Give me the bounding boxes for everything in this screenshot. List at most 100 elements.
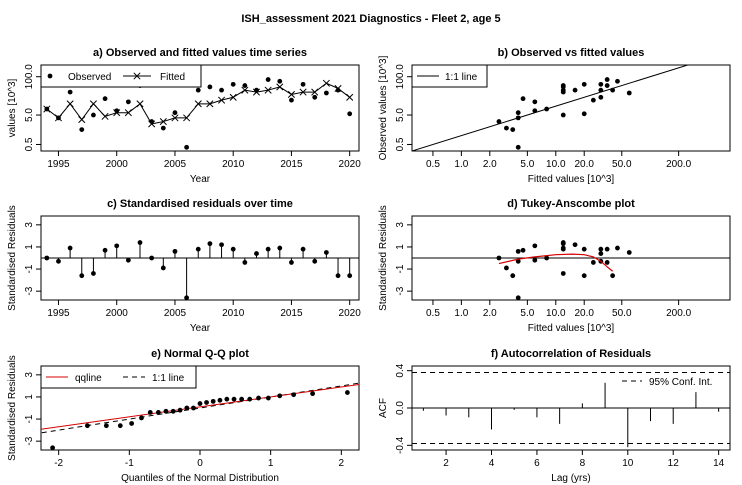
fitted-point — [194, 100, 202, 108]
panel-d-ytick-label: 3 — [395, 222, 406, 228]
observed-point — [242, 83, 248, 88]
observed-point — [56, 115, 61, 121]
fitted-point — [311, 88, 319, 96]
observed-point — [254, 87, 259, 93]
legend-qqline-label: qqline — [75, 373, 102, 384]
ta-point — [560, 271, 566, 276]
residual-point — [172, 248, 178, 254]
fitted-point — [124, 109, 132, 117]
obs-vs-fit-point — [532, 99, 538, 105]
observed-point — [289, 97, 294, 103]
obs-vs-fit-point — [610, 87, 616, 93]
qq-point — [247, 396, 253, 402]
qq-point — [224, 396, 230, 402]
panel-c-xtick-label: 2015 — [280, 308, 303, 319]
panel-c-xtick-label: 2010 — [222, 308, 245, 319]
observed-point — [125, 99, 131, 105]
residual-point — [347, 273, 353, 279]
ta-point — [560, 246, 566, 252]
panel-b-ytick-label: 0.5 — [395, 137, 406, 151]
panel-e-xtick-label: -1 — [125, 458, 134, 469]
legend-box — [40, 365, 197, 389]
qq-point — [197, 401, 203, 406]
panel-e-xtick-label: 2 — [339, 458, 345, 469]
panel-a-xtick-label: 2015 — [280, 159, 303, 170]
residual-point — [67, 245, 73, 251]
ta-point — [510, 273, 516, 279]
panel-d-ytick-label: -3 — [395, 286, 406, 295]
fitted-point — [66, 100, 74, 108]
residual-point — [160, 265, 166, 271]
legend-box — [411, 64, 488, 88]
fitted-point — [346, 93, 354, 101]
panel-c-xtick-label: 2020 — [339, 308, 362, 319]
obs-vs-fit-point — [520, 96, 526, 102]
obs-vs-fit-point — [590, 97, 596, 103]
residual-point — [254, 251, 259, 256]
panel-c-ytick-label: -3 — [24, 286, 35, 295]
observed-point — [347, 111, 353, 117]
qq-point — [231, 396, 237, 402]
panel-a-title: a) Observed and fitted values time serie… — [93, 47, 307, 59]
fitted-point — [299, 88, 307, 96]
observed-point — [265, 77, 271, 82]
panel-d-xlabel: Fitted values [10^3] — [528, 323, 615, 334]
qq-point — [147, 410, 153, 415]
panel-c-xtick-label: 1995 — [47, 308, 70, 319]
residual-point — [242, 260, 248, 265]
panel-a-ytick-label: 5.0 — [24, 108, 35, 122]
panel-f-xlabel: Lag (yrs) — [551, 473, 590, 484]
panel-c-xtick-label: 2000 — [106, 308, 129, 319]
panel-b-xtick-label: 2.0 — [483, 159, 497, 170]
panel-f-xtick-label: 8 — [580, 458, 586, 469]
fitted-point — [89, 100, 97, 108]
obs-vs-fit-point — [560, 112, 566, 118]
panel-f-xtick-label: 10 — [622, 458, 634, 469]
panel-d-xtick-label: 1.0 — [454, 308, 468, 319]
ta-point — [581, 273, 587, 279]
qq-point — [310, 391, 316, 397]
panel-f-xtick-label: 2 — [443, 458, 449, 469]
panel-b-xtick-label: 1.0 — [454, 159, 468, 170]
legend-observed-label: Observed — [68, 72, 111, 83]
obs-vs-fit-point — [496, 119, 502, 124]
panel-e-ylabel: Standardised Residuals — [7, 355, 18, 461]
panel-d-xtick-label: 200.0 — [666, 308, 691, 319]
qq-point — [117, 423, 123, 429]
residual-point — [102, 247, 108, 253]
obs-vs-fit-point — [515, 115, 521, 121]
panel-a-xtick-label: 2000 — [106, 159, 129, 170]
panel-d-xtick-label: 0.5 — [426, 308, 440, 319]
panel-c-title: c) Standardised residuals over time — [107, 198, 293, 210]
observed-point — [172, 110, 178, 116]
legend-box — [40, 64, 202, 88]
obs-vs-fit-point — [581, 111, 587, 117]
fitted-point — [136, 100, 144, 108]
obs-vs-fit-point — [598, 87, 604, 93]
ta-point — [598, 251, 604, 256]
observed-point — [79, 127, 85, 132]
panel-e-ytick-label: 3 — [24, 372, 35, 378]
obs-vs-fit-point — [572, 87, 578, 93]
fitted-point — [217, 96, 226, 104]
panel-d-title: d) Tukey-Anscombe plot — [507, 198, 635, 210]
panel-b-ytick-label: 100.0 — [395, 64, 406, 89]
panel-a-xtick-label: 2020 — [339, 159, 362, 170]
panel-c-ytick-label: 1 — [24, 244, 35, 250]
panel-d-ylabel: Standardised Residuals — [378, 205, 389, 311]
qq-point — [191, 405, 196, 411]
ta-point — [615, 245, 620, 251]
observed-point — [300, 81, 306, 87]
panel-b-ytick-label: 5.0 — [395, 108, 406, 122]
obs-vs-fit-point — [598, 81, 604, 87]
residual-point — [219, 242, 224, 248]
residual-point — [312, 258, 318, 264]
observed-point — [335, 87, 341, 93]
panel-a-xtick-label: 1995 — [47, 159, 70, 170]
observed-point — [149, 119, 155, 124]
panel-d-xtick-label: 10.0 — [546, 308, 566, 319]
observed-point — [277, 78, 283, 84]
residual-point — [91, 271, 96, 276]
qq-point — [184, 405, 190, 411]
